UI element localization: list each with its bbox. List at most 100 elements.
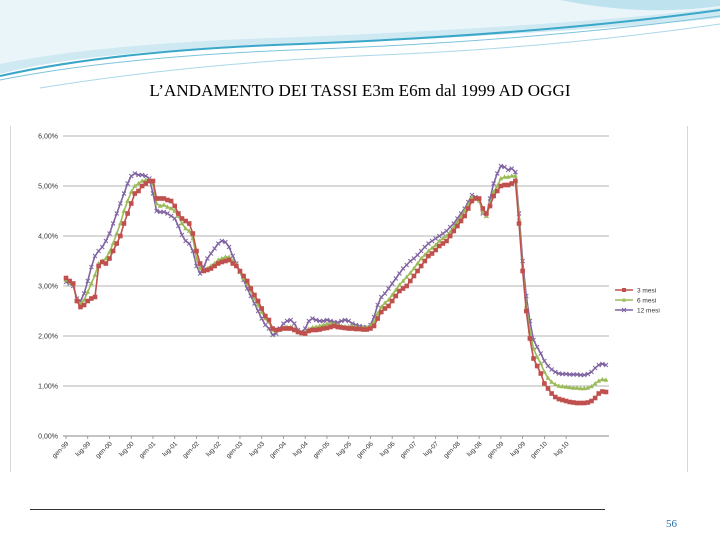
- data-point: [270, 332, 275, 338]
- data-point: [491, 181, 497, 186]
- data-point: [179, 216, 185, 221]
- data-point: [89, 264, 94, 270]
- data-point: [67, 278, 72, 284]
- data-point: [534, 363, 540, 369]
- data-point: [78, 304, 83, 310]
- data-point: [154, 208, 159, 214]
- data-point: [107, 256, 112, 261]
- series-6-mesi: [63, 173, 609, 391]
- data-point: [592, 395, 598, 401]
- data-point: [328, 318, 333, 324]
- data-point: [444, 233, 449, 238]
- data-point: [223, 258, 228, 264]
- data-point: [600, 389, 605, 394]
- data-point: [552, 381, 558, 387]
- data-point: [494, 188, 500, 194]
- data-point: [161, 196, 167, 201]
- data-point: [498, 183, 504, 189]
- data-point: [498, 163, 504, 169]
- data-point: [556, 396, 562, 402]
- data-point: [393, 276, 399, 281]
- data-point: [128, 201, 134, 206]
- x-tick-label: lug-02: [205, 440, 223, 458]
- data-point: [223, 254, 228, 259]
- data-point: [328, 321, 333, 326]
- data-point: [563, 384, 569, 389]
- data-point: [433, 242, 439, 247]
- x-tick-label: gen-05: [312, 440, 332, 460]
- data-point: [567, 372, 573, 377]
- data-point: [291, 321, 297, 326]
- data-point: [317, 318, 323, 324]
- data-point: [161, 202, 167, 207]
- data-point: [531, 356, 536, 361]
- data-point: [157, 203, 163, 208]
- data-point: [552, 369, 558, 375]
- data-point: [288, 317, 294, 323]
- data-point: [266, 317, 272, 323]
- data-point: [581, 372, 587, 378]
- data-point: [549, 367, 554, 372]
- x-tick-label: gen-99: [51, 440, 71, 460]
- data-point: [70, 281, 76, 286]
- data-point: [85, 278, 91, 284]
- legend-label: 12 mesi: [637, 307, 660, 314]
- data-point: [447, 229, 453, 234]
- data-point: [545, 375, 551, 380]
- x-tick-label: gen-04: [269, 440, 289, 460]
- x-tick-label: lug-08: [466, 440, 484, 458]
- rates-line-chart: 0,00% 1,00% 2,00% 3,00% 4,00% 5,00% 6,00% gen-9…: [38, 134, 660, 460]
- data-point: [527, 336, 533, 341]
- data-point: [114, 230, 120, 236]
- data-point: [302, 331, 308, 336]
- x-tick-label: lug-09: [509, 440, 527, 458]
- data-point: [549, 379, 555, 384]
- data-point: [491, 189, 497, 194]
- data-point: [157, 209, 163, 215]
- data-point: [190, 231, 196, 236]
- data-point: [132, 183, 138, 188]
- data-point: [473, 196, 478, 201]
- data-point: [219, 259, 225, 265]
- series-3-mesi: [63, 178, 609, 406]
- data-point: [194, 248, 199, 254]
- data-point: [418, 255, 424, 261]
- data-point: [429, 251, 435, 256]
- x-tick-label: lug-06: [379, 440, 397, 458]
- data-point: [505, 174, 511, 179]
- data-point: [284, 318, 290, 324]
- data-point: [451, 224, 457, 229]
- data-point: [505, 182, 511, 188]
- data-point: [186, 228, 192, 233]
- data-point: [599, 376, 605, 382]
- data-point: [578, 400, 583, 406]
- data-point: [560, 371, 565, 377]
- data-point: [89, 296, 94, 301]
- data-point: [230, 261, 236, 266]
- data-point: [389, 292, 395, 297]
- data-point: [168, 213, 174, 219]
- data-point: [143, 177, 149, 182]
- data-point: [63, 275, 69, 281]
- data-point: [418, 248, 424, 254]
- data-point: [415, 252, 420, 258]
- data-point: [353, 326, 359, 332]
- data-point: [284, 326, 290, 331]
- data-point: [393, 287, 399, 292]
- data-point: [393, 293, 399, 299]
- data-point: [179, 232, 185, 238]
- data-point: [295, 329, 301, 335]
- data-point: [397, 282, 402, 287]
- data-point: [143, 173, 149, 179]
- data-point: [292, 327, 297, 333]
- data-point: [121, 221, 127, 226]
- data-point: [505, 167, 511, 173]
- data-point: [117, 220, 123, 226]
- data-point: [128, 173, 134, 179]
- data-point: [400, 266, 406, 271]
- data-point: [324, 325, 330, 331]
- x-tick-label: gen-01: [138, 440, 158, 460]
- data-point: [306, 318, 312, 324]
- data-point: [378, 294, 384, 300]
- x-tick-label: lug-01: [161, 440, 179, 458]
